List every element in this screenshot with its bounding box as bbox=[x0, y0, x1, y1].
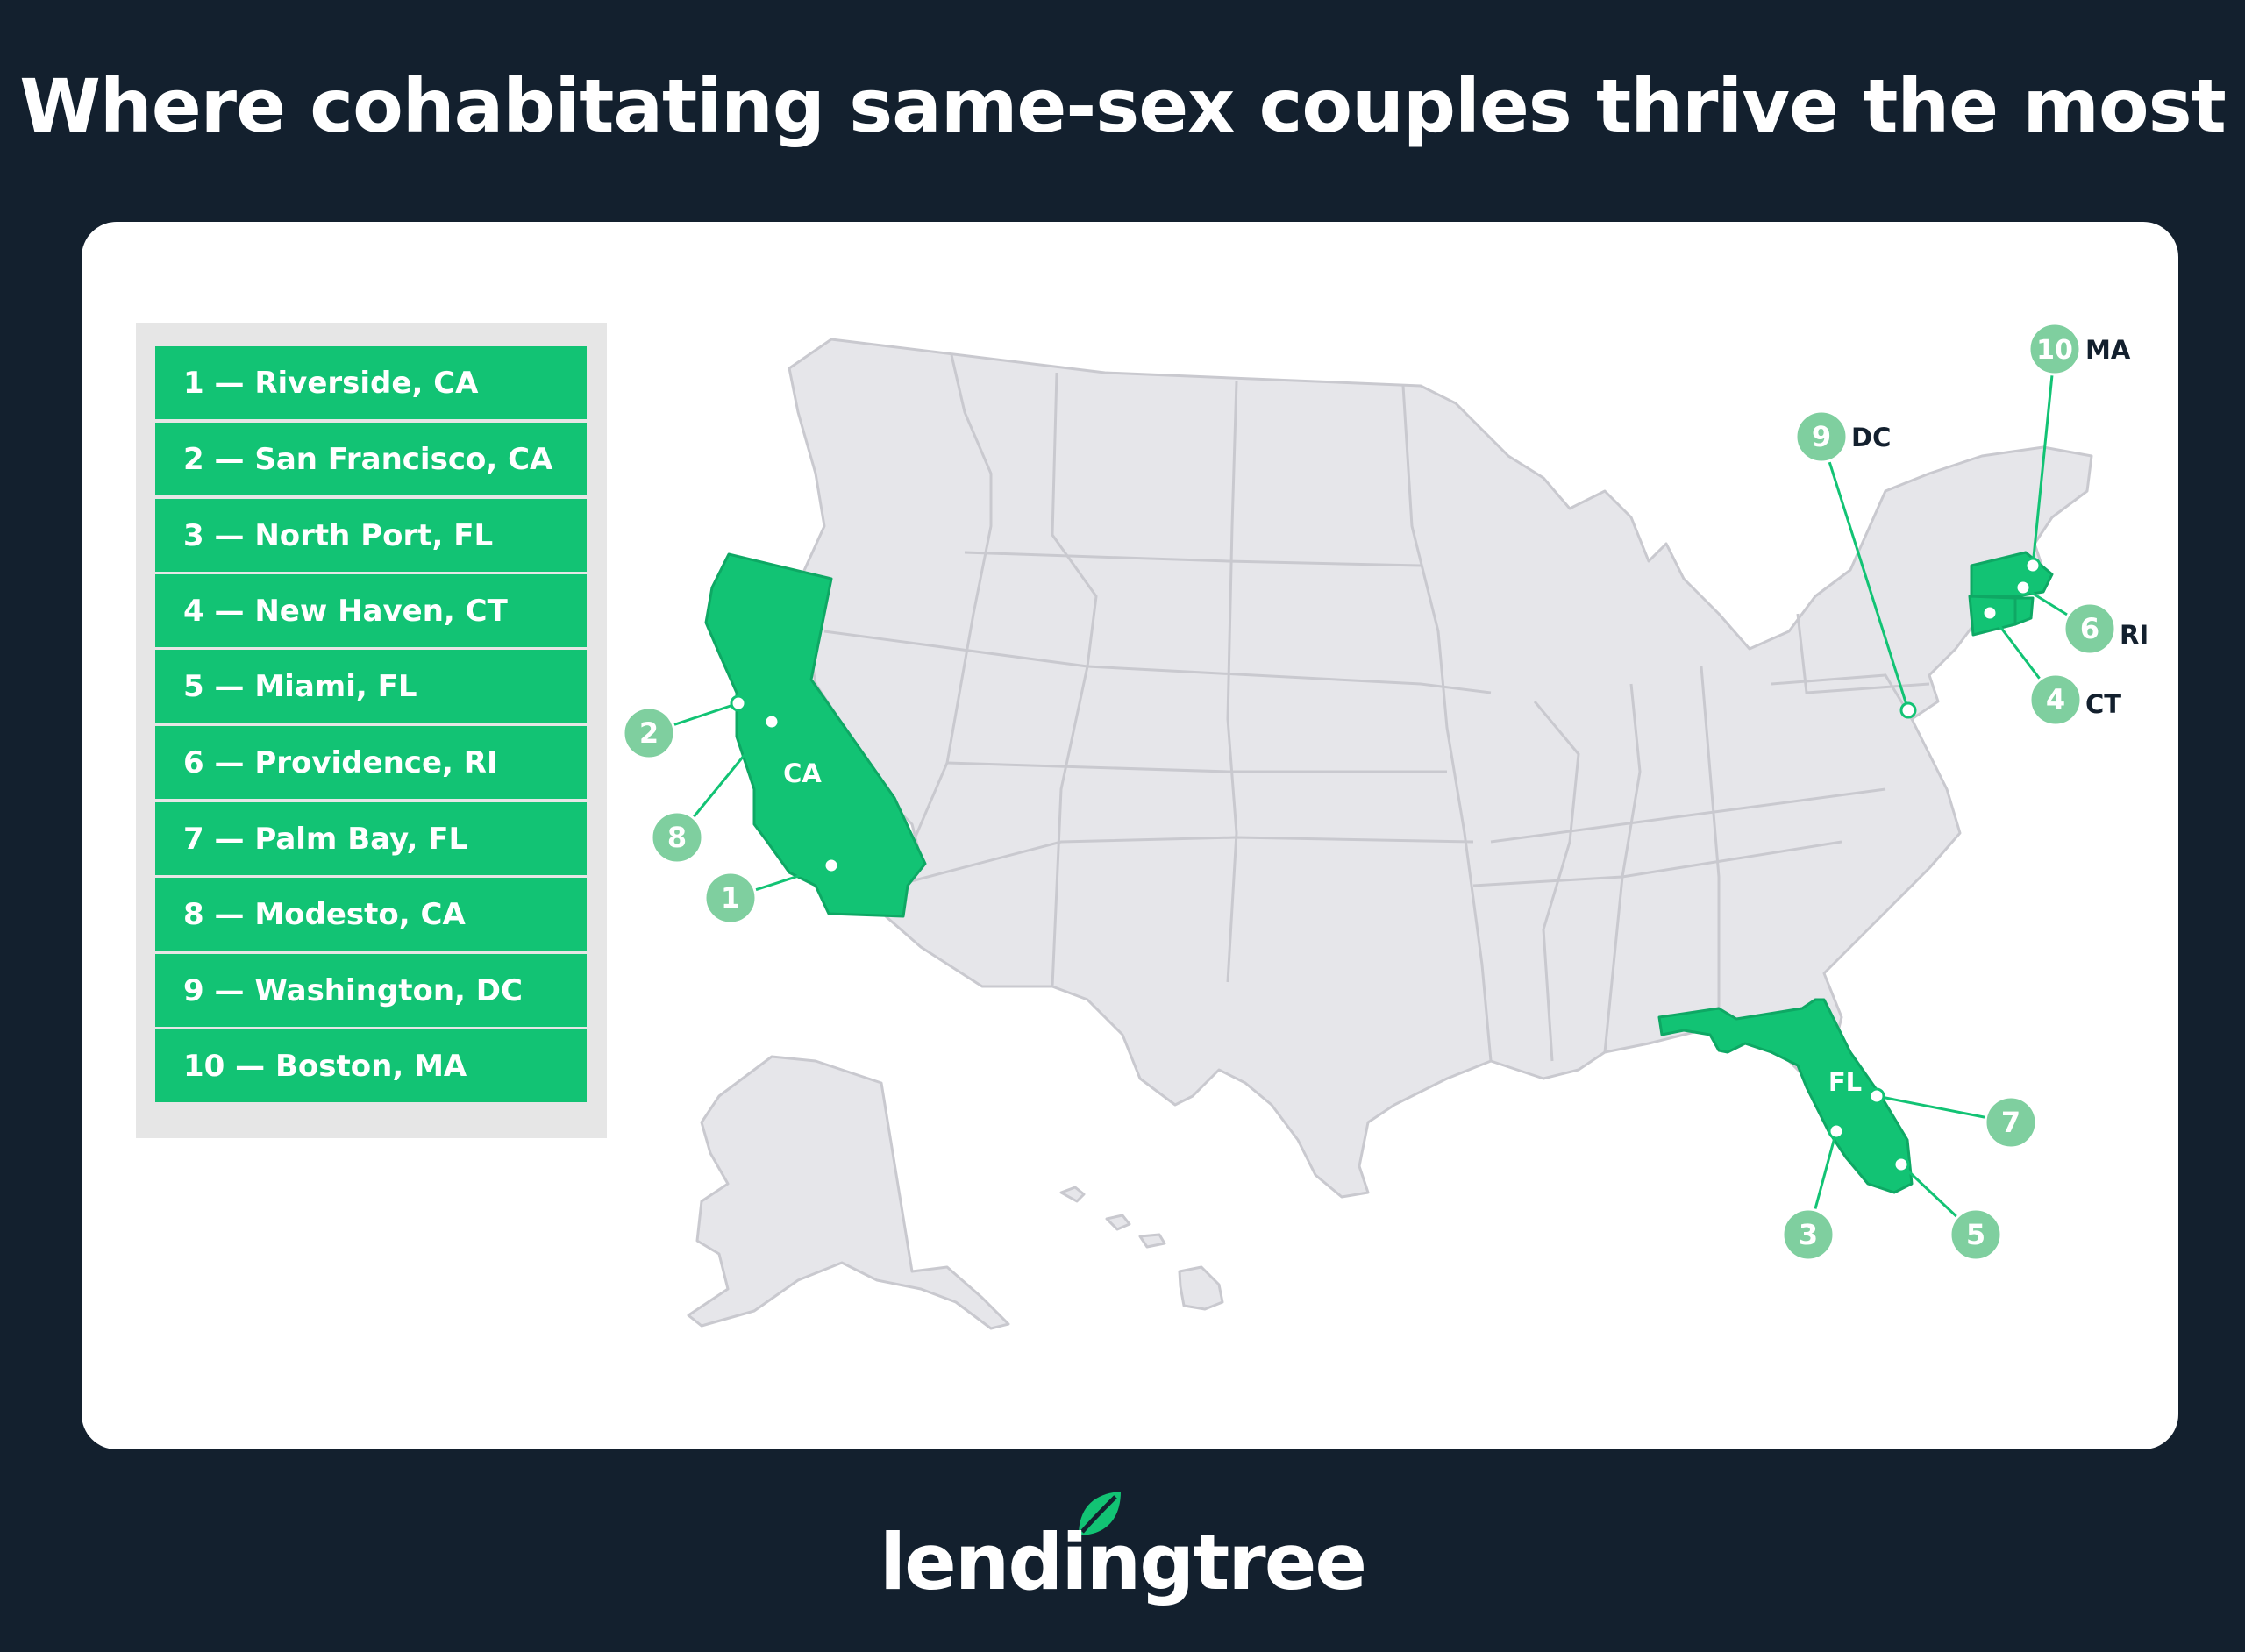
marker-1: 1 bbox=[703, 871, 758, 925]
legend-item-4: 4 — New Haven, CT bbox=[155, 574, 587, 647]
us-mainland-shape bbox=[788, 338, 2093, 1199]
ranking-legend: 1 — Riverside, CA 2 — San Francisco, CA … bbox=[136, 323, 607, 1138]
marker-9-label: 9 bbox=[1812, 420, 1831, 453]
legend-item-7: 7 — Palm Bay, FL bbox=[155, 802, 587, 875]
legend-item-8: 8 — Modesto, CA bbox=[155, 878, 587, 951]
rhode-island-shape bbox=[2013, 596, 2035, 626]
marker-7: 7 bbox=[1984, 1095, 2038, 1150]
marker-10-label: 10 bbox=[2036, 335, 2073, 366]
marker-2: 2 bbox=[622, 706, 676, 760]
legend-item-3: 3 — North Port, FL bbox=[155, 499, 587, 572]
marker-tag-ct: CT bbox=[2085, 689, 2121, 719]
marker-3: 3 bbox=[1781, 1207, 1835, 1262]
california-shape bbox=[704, 552, 927, 918]
hawaii-shape bbox=[1105, 1214, 1131, 1231]
california-label: CA bbox=[783, 758, 822, 788]
city-dots bbox=[730, 557, 2042, 1173]
legend-item-9: 9 — Washington, DC bbox=[155, 954, 587, 1027]
marker-8-label: 8 bbox=[667, 821, 687, 854]
marker-3-label: 3 bbox=[1799, 1218, 1818, 1251]
leaf-icon bbox=[1079, 1492, 1121, 1535]
marker-tag-dc: DC bbox=[1851, 423, 1891, 452]
marker-6: 6 bbox=[2063, 602, 2117, 656]
legend-item-5: 5 — Miami, FL bbox=[155, 650, 587, 723]
marker-4-label: 4 bbox=[2046, 683, 2065, 716]
marker-9: 9 bbox=[1794, 409, 1849, 464]
florida-label: FL bbox=[1828, 1067, 1862, 1097]
state-borders bbox=[823, 354, 1930, 1062]
marker-1-label: 1 bbox=[721, 881, 740, 915]
marker-5: 5 bbox=[1949, 1207, 2003, 1262]
lendingtree-logo[interactable]: lendingtree bbox=[879, 1517, 1367, 1607]
marker-5-label: 5 bbox=[1966, 1218, 1985, 1251]
marker-8: 8 bbox=[650, 810, 704, 865]
legend-item-10: 10 — Boston, MA bbox=[155, 1029, 587, 1102]
alaska-shape bbox=[687, 1055, 1010, 1330]
marker-7-label: 7 bbox=[2001, 1106, 2020, 1139]
marker-6-label: 6 bbox=[2080, 612, 2099, 645]
florida-shape bbox=[1657, 998, 1914, 1194]
hawaii-shape bbox=[1178, 1265, 1224, 1311]
marker-10: 10 bbox=[2028, 322, 2082, 376]
hawaii-shape bbox=[1059, 1186, 1086, 1203]
hawaii-shape bbox=[1138, 1233, 1166, 1249]
marker-4: 4 bbox=[2028, 673, 2083, 727]
page-title: Where cohabitating same-sex couples thri… bbox=[19, 63, 2227, 149]
legend-item-1: 1 — Riverside, CA bbox=[155, 346, 587, 419]
marker-2-label: 2 bbox=[639, 716, 659, 750]
legend-item-6: 6 — Providence, RI bbox=[155, 726, 587, 799]
marker-tag-ri: RI bbox=[2120, 620, 2149, 650]
legend-item-2: 2 — San Francisco, CA bbox=[155, 423, 587, 495]
marker-tag-ma: MA bbox=[2085, 335, 2131, 365]
